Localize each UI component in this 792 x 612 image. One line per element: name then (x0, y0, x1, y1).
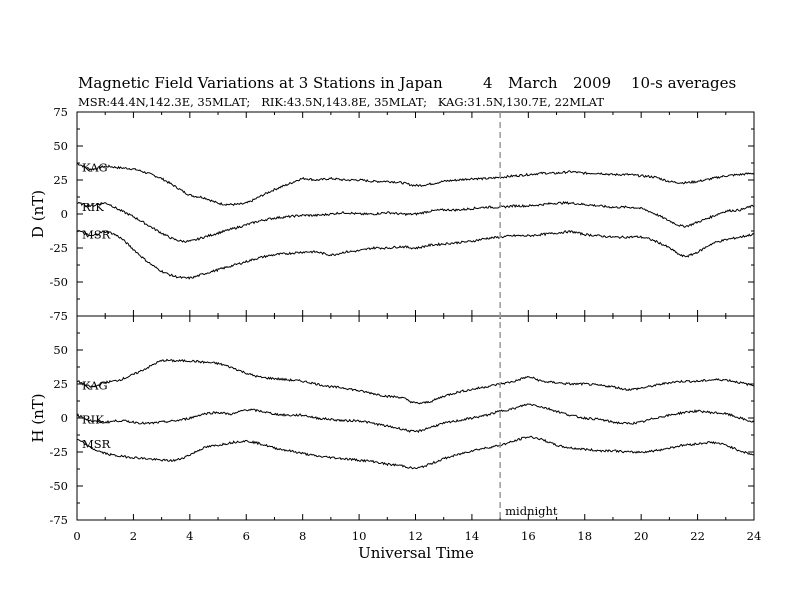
y-tick-label: -25 (49, 445, 68, 459)
series-line-H-RIK (76, 403, 755, 434)
y-tick-label: 0 (61, 411, 68, 425)
y-tick-label: 0 (61, 207, 68, 221)
series-label-H-KAG: KAG (82, 378, 108, 392)
y-axis-label-H: H (nT) (29, 393, 47, 442)
y-tick-label: 25 (53, 377, 68, 391)
x-tick-label: 24 (747, 529, 762, 543)
x-axis-label: Universal Time (358, 544, 474, 562)
y-tick-label: 50 (53, 343, 68, 357)
x-tick-label: 16 (521, 529, 536, 543)
chart-title: Magnetic Field Variations at 3 Stations … (78, 74, 443, 92)
y-tick-label: -75 (49, 513, 68, 527)
x-tick-label: 2 (130, 529, 137, 543)
chart-date-month: March (508, 74, 558, 92)
x-tick-label: 22 (690, 529, 705, 543)
series-line-H-KAG (76, 358, 755, 405)
x-tick-label: 10 (352, 529, 367, 543)
series-line-D-RIK (76, 200, 755, 243)
y-tick-label: -50 (49, 479, 68, 493)
panel-frame-H (76, 315, 755, 521)
x-tick-label: 14 (465, 529, 480, 543)
x-tick-label: 6 (243, 529, 250, 543)
series-label-D-MSR: MSR (82, 227, 111, 241)
y-tick-label: 50 (53, 139, 68, 153)
series-line-D-KAG (76, 163, 755, 207)
y-tick-label: 75 (53, 105, 68, 119)
series-label-D-KAG: KAG (82, 161, 108, 175)
y-tick-label: -75 (49, 309, 68, 323)
x-tick-label: 0 (73, 529, 80, 543)
series-label-D-RIK: RIK (82, 200, 104, 214)
y-tick-label: -25 (49, 241, 68, 255)
y-axis-label-D: D (nT) (29, 190, 47, 238)
series-label-H-MSR: MSR (82, 437, 111, 451)
x-tick-label: 8 (299, 529, 306, 543)
chart-date-day: 4 (483, 74, 493, 92)
stations-subtitle: MSR:44.4N,142.3E, 35MLAT; RIK:43.5N,143.… (78, 95, 604, 109)
series-line-D-MSR (76, 229, 755, 280)
series-label-H-RIK: RIK (82, 412, 104, 426)
x-tick-label: 4 (186, 529, 193, 543)
x-tick-label: 20 (634, 529, 649, 543)
x-tick-label: 12 (408, 529, 423, 543)
chart-date-year: 2009 (573, 74, 611, 92)
y-tick-label: -50 (49, 275, 68, 289)
chart-averaging: 10-s averages (631, 74, 736, 92)
y-tick-label: 25 (53, 173, 68, 187)
x-tick-label: 18 (577, 529, 592, 543)
midnight-label: midnight (505, 504, 558, 518)
panels-group: 75 50 25 0 -25 -50 -75 D (nT) KAG RIK MSR 50 25 0 -25 -… (29, 105, 761, 543)
series-line-H-MSR (76, 435, 755, 470)
